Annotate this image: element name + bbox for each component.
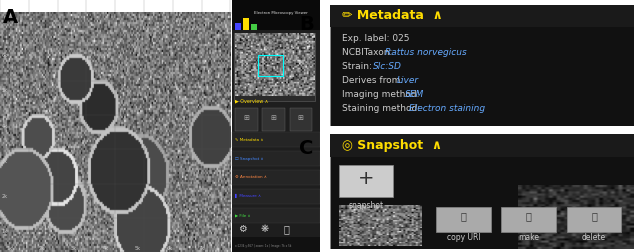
Text: 🖼: 🖼 [526, 211, 532, 221]
Text: make: make [518, 233, 540, 242]
Bar [236, 108, 257, 131]
Text: ⊞: ⊞ [243, 115, 250, 121]
Text: Derives from:: Derives from: [342, 76, 406, 85]
Text: ▶ File ∧: ▶ File ∧ [236, 213, 251, 217]
Text: 1k: 1k [2, 229, 8, 234]
Text: x:1234 y:567 | zoom: 1x | Image: 7k x 5k: x:1234 y:567 | zoom: 1x | Image: 7k x 5k [236, 244, 292, 248]
Text: Exp. label: 025: Exp. label: 025 [342, 35, 409, 43]
Bar [232, 208, 320, 223]
Text: ▌ Measure ∧: ▌ Measure ∧ [236, 194, 261, 198]
Text: +: + [358, 169, 374, 188]
Bar [232, 0, 320, 30]
Bar [330, 134, 634, 157]
Text: Strain:: Strain: [342, 62, 374, 71]
Text: B: B [300, 15, 314, 34]
Text: 5k: 5k [2, 88, 8, 93]
Text: snapshot: snapshot [349, 201, 383, 210]
Text: ⊞: ⊞ [271, 115, 276, 121]
Bar [262, 108, 285, 131]
Bar [290, 108, 312, 131]
Text: 6k: 6k [166, 246, 173, 251]
Text: ⚙: ⚙ [239, 224, 247, 234]
Bar [339, 165, 394, 197]
Text: ◎ Snapshot  ∧: ◎ Snapshot ∧ [342, 139, 442, 152]
Text: Liver: Liver [397, 76, 419, 85]
Text: ✋: ✋ [283, 224, 289, 234]
Text: 🗑: 🗑 [591, 211, 597, 221]
Text: ❋: ❋ [261, 224, 269, 234]
Bar [501, 207, 556, 232]
Text: ✏ Metadata  ∧: ✏ Metadata ∧ [342, 9, 442, 22]
Text: 5k: 5k [134, 246, 141, 251]
Text: ☐ Snapshot ∧: ☐ Snapshot ∧ [236, 156, 264, 161]
Bar [243, 18, 249, 30]
Bar [232, 132, 320, 147]
Text: delete: delete [582, 233, 606, 242]
Bar [567, 207, 621, 232]
Text: copy URI: copy URI [447, 233, 480, 242]
Text: 3k: 3k [70, 246, 77, 251]
Text: ⚙ Annotation ∧: ⚙ Annotation ∧ [236, 175, 267, 179]
Text: Rattus norvegicus: Rattus norvegicus [385, 48, 467, 57]
Text: Electron Microscopy Viewer: Electron Microscopy Viewer [254, 11, 308, 15]
Text: Slc:SD: Slc:SD [373, 62, 403, 71]
Text: Imaging method:: Imaging method: [342, 90, 422, 99]
Bar [232, 151, 320, 166]
Text: C: C [300, 139, 314, 158]
Bar [232, 170, 320, 185]
Text: 🔗: 🔗 [460, 211, 467, 221]
Bar [257, 55, 283, 76]
Bar [236, 23, 241, 30]
Text: ✎ Metadata ∧: ✎ Metadata ∧ [236, 138, 264, 142]
Bar [436, 207, 491, 232]
Text: ▶ Overview ∧: ▶ Overview ∧ [236, 98, 269, 103]
Text: Electron staining: Electron staining [409, 104, 485, 113]
Text: 2k: 2k [38, 246, 45, 251]
Bar [234, 33, 315, 101]
Bar [252, 24, 257, 30]
Text: 4k: 4k [2, 123, 8, 129]
Text: A: A [3, 8, 19, 26]
Bar [330, 5, 634, 27]
Bar [232, 0, 320, 252]
Text: 6k: 6k [2, 53, 8, 58]
Text: 7k: 7k [198, 246, 205, 251]
Bar [232, 237, 320, 252]
Text: SEM: SEM [405, 90, 424, 99]
Text: Staining method:: Staining method: [342, 104, 423, 113]
Text: 2k: 2k [2, 194, 8, 199]
Text: NCBITaxon:: NCBITaxon: [342, 48, 395, 57]
Bar [232, 189, 320, 204]
Text: ⊞: ⊞ [298, 115, 304, 121]
Text: 1k: 1k [6, 246, 13, 251]
Text: 4k: 4k [102, 246, 109, 251]
Text: 3k: 3k [2, 159, 8, 164]
